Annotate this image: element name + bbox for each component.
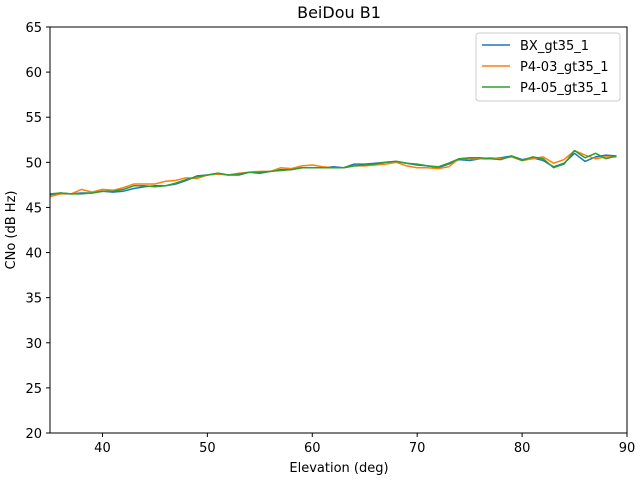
y-tick-label: 50 — [25, 156, 42, 171]
y-axis-label: CNo (dB Hz) — [4, 191, 19, 270]
x-tick-label: 90 — [619, 441, 636, 456]
x-tick-label: 70 — [409, 441, 426, 456]
series-line-1 — [49, 152, 617, 196]
x-tick-label: 40 — [94, 441, 111, 456]
y-tick-label: 20 — [25, 427, 42, 442]
y-tick-label: 60 — [25, 66, 42, 81]
series-line-3 — [49, 149, 617, 195]
x-tick-label: 80 — [514, 441, 531, 456]
x-tick-label: 50 — [199, 441, 216, 456]
y-tick-label: 40 — [25, 247, 42, 262]
legend-label: P4-05_gt35_1 — [520, 81, 609, 96]
x-axis-ticks: 40 50 60 70 80 90 — [94, 433, 635, 456]
legend-box — [475, 32, 621, 102]
legend-label: BX_gt35_1 — [520, 39, 589, 54]
y-axis-ticks: 20 25 30 35 40 45 50 55 60 65 — [25, 21, 50, 442]
y-tick-label: 30 — [25, 337, 42, 352]
y-tick-label: 55 — [25, 111, 42, 126]
y-tick-label: 35 — [25, 292, 42, 307]
y-tick-label: 65 — [25, 21, 42, 36]
y-tick-label: 25 — [25, 382, 42, 397]
y-tick-label: 45 — [25, 201, 42, 216]
legend: BX_gt35_1 P4-03_gt35_1 P4-05_gt35_1 — [475, 32, 621, 102]
legend-label: P4-03_gt35_1 — [520, 60, 609, 75]
x-tick-label: 60 — [304, 441, 321, 456]
x-axis-label: Elevation (deg) — [289, 461, 388, 476]
chart-title: BeiDou B1 — [297, 3, 381, 22]
series-layer — [49, 149, 617, 198]
plot-frame — [49, 26, 628, 434]
